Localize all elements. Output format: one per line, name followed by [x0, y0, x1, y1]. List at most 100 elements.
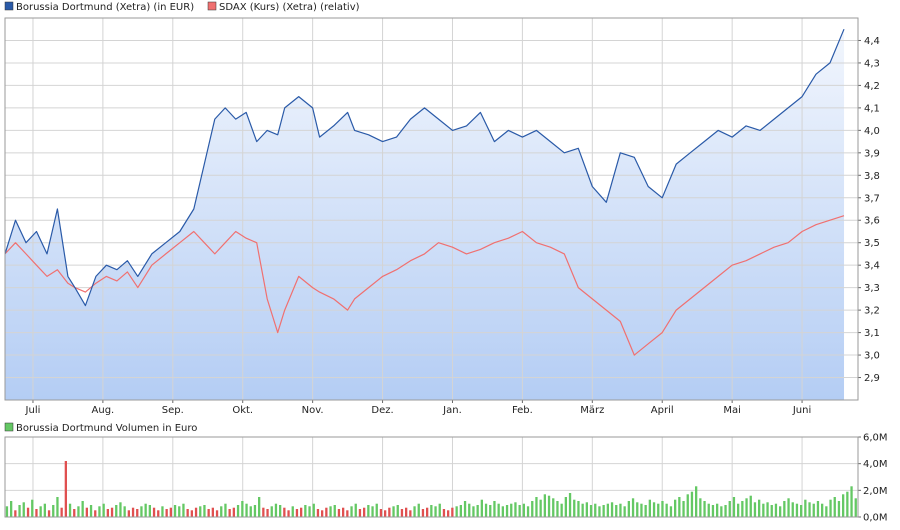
volume-bar [657, 503, 660, 517]
volume-bar [749, 495, 752, 517]
volume-bar [707, 503, 710, 517]
price-y-tick-label: 3,4 [864, 261, 880, 272]
volume-bar [484, 503, 488, 517]
volume-bar [745, 498, 748, 517]
volume-bar [60, 507, 63, 517]
volume-bar [774, 503, 778, 517]
volume-bar [215, 510, 219, 517]
price-x-tick-label: Aug. [92, 405, 115, 416]
volume-bar [14, 510, 17, 517]
volume-bar [854, 498, 857, 517]
price-y-tick-label: 3,8 [864, 171, 880, 182]
volume-bar [131, 507, 135, 517]
volume-bar [690, 491, 694, 517]
volume-bar [295, 509, 299, 517]
volume-bar [110, 507, 114, 517]
volume-bar [463, 501, 467, 517]
volume-bar [497, 503, 500, 517]
volume-bar [800, 505, 803, 517]
volume-bar [321, 510, 324, 517]
volume-bar [711, 505, 715, 517]
volume-bar [779, 506, 782, 517]
volume-bar [732, 497, 736, 517]
volume-bar [699, 498, 702, 517]
price-x-tick-label: März [580, 405, 604, 416]
volume-bar [652, 502, 656, 517]
volume-bar [821, 503, 824, 517]
volume-bar [606, 503, 609, 517]
volume-bar [152, 507, 156, 517]
price-y-tick-label: 4,0 [864, 126, 880, 137]
price-y-tick-label: 3,6 [864, 216, 880, 227]
volume-bar [421, 509, 425, 517]
volume-bar [619, 503, 622, 517]
volume-bar [686, 494, 689, 517]
volume-bar [795, 503, 799, 517]
volume-bar [409, 510, 412, 517]
legend-label: SDAX (Kurs) (Xetra) (relativ) [219, 2, 360, 13]
volume-bar [501, 506, 504, 517]
volume-bar [291, 506, 294, 517]
volume-bar [224, 503, 227, 517]
volume-bar [262, 507, 265, 517]
volume-bar [94, 510, 97, 517]
volume-bar [665, 503, 668, 517]
volume-bar [148, 505, 151, 517]
price-x-tick-label: Okt. [232, 405, 253, 416]
volume-bar [47, 510, 51, 517]
series-line [4, 215, 845, 356]
volume-bar [543, 494, 546, 517]
volume-bar [308, 506, 311, 517]
price-panel: 2,9 3,0 3,1 3,2 3,3 3,4 3,5 3,6 3,7 3,8 3,9 4,0 4,1 4… [4, 17, 880, 416]
volume-bar [300, 507, 303, 517]
volume-bar [194, 507, 198, 517]
volume-bar [363, 507, 366, 517]
volume-bar [358, 509, 362, 517]
volume-bar [720, 506, 723, 517]
price-x-tick-label: Sep. [162, 405, 184, 416]
series-line [4, 28, 845, 307]
volume-bar [804, 499, 807, 517]
volume-bar [640, 503, 643, 517]
price-y-tick-label: 4,2 [864, 81, 880, 92]
volume-bar [623, 506, 626, 517]
volume-bar [812, 503, 815, 517]
volume-bar [22, 502, 25, 517]
volume-bar [43, 503, 46, 517]
volume-bar [560, 503, 563, 517]
volume-bar [564, 497, 567, 517]
volume-bar [228, 509, 231, 517]
volume-bar [342, 507, 345, 517]
volume-bar [716, 503, 719, 517]
volume-bar [144, 503, 147, 517]
volume-bar [531, 501, 534, 517]
volume-bar [783, 501, 786, 517]
volume-panel: 0,0M 2,0M 4,0M 6,0M [4, 433, 888, 524]
volume-bar [770, 505, 773, 517]
volume-bar [270, 506, 273, 517]
volume-bar [791, 502, 794, 517]
volume-bar [674, 499, 677, 517]
volume-bar [106, 509, 109, 517]
volume-bar [615, 505, 618, 517]
volume-bar [56, 497, 59, 517]
volume-bar [123, 506, 126, 517]
volume-bar [266, 509, 269, 517]
volume-bar [669, 506, 673, 517]
volume-bar [598, 506, 601, 517]
volume-bar [728, 501, 731, 517]
volume-bar [459, 505, 462, 517]
volume-bar [367, 505, 370, 517]
volume-bar [556, 501, 559, 517]
volume-bar [232, 507, 235, 517]
volume-bar [661, 501, 664, 517]
volume-bar [190, 510, 193, 517]
volume-bar [438, 503, 441, 517]
volume-bar [766, 502, 769, 517]
volume-bar [337, 509, 341, 517]
volume-bar [455, 506, 458, 517]
volume-bar [157, 510, 160, 517]
volume-bar [434, 506, 437, 517]
volume-bar [489, 505, 492, 517]
volume-bar [236, 505, 240, 517]
